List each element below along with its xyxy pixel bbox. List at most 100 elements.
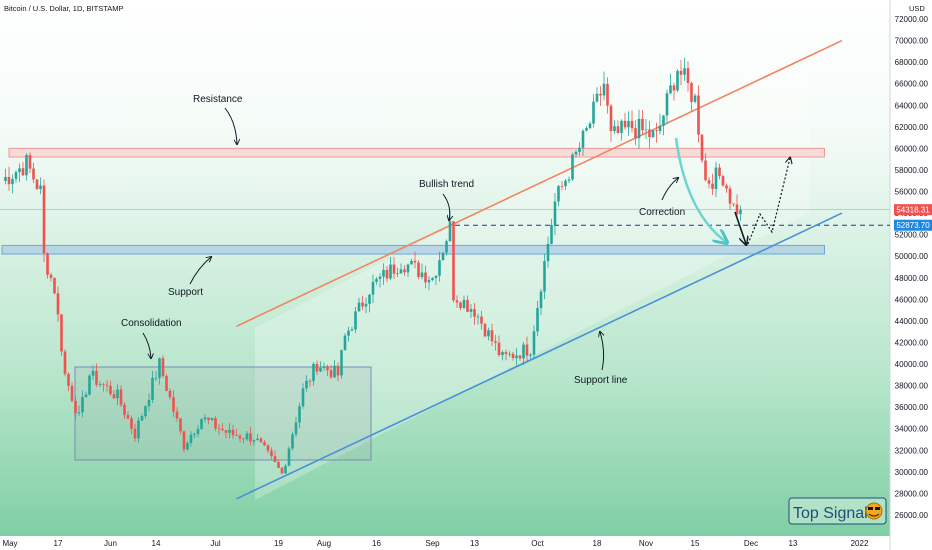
candle-body	[333, 365, 336, 378]
y-tick-label: 26000.00	[895, 511, 929, 520]
candle-body	[273, 456, 277, 462]
candle-body	[420, 272, 424, 278]
candle-body	[571, 154, 574, 180]
candle-body	[147, 399, 151, 407]
consolidation-box	[74, 366, 372, 461]
candle-body	[228, 429, 231, 433]
candle-body	[25, 155, 28, 176]
candle-body	[172, 397, 175, 412]
candle-body	[207, 417, 210, 421]
candle-body	[690, 82, 693, 102]
candle-body	[126, 415, 130, 419]
candle-body	[522, 344, 525, 359]
x-tick-label: Aug	[317, 539, 331, 548]
candle-body	[679, 70, 683, 75]
candle-body	[224, 430, 228, 433]
candle-body	[697, 95, 700, 135]
candle-body	[683, 68, 686, 75]
time-axis-background	[0, 536, 890, 550]
candle-body	[508, 353, 511, 355]
candle-body	[133, 428, 137, 439]
y-tick-label: 58000.00	[895, 166, 929, 175]
candle-body	[466, 299, 469, 312]
candle-body	[210, 418, 214, 421]
y-tick-label: 48000.00	[895, 274, 929, 283]
candle-body	[490, 330, 494, 342]
svg-text:Top Signals: Top Signals	[793, 505, 876, 522]
candle-body	[497, 342, 501, 356]
candle-body	[98, 384, 102, 385]
candle-body	[609, 105, 613, 131]
candle-body	[406, 264, 410, 273]
candle-body	[161, 358, 165, 377]
candle-body	[67, 373, 70, 386]
candle-body	[385, 269, 389, 279]
candle-body	[620, 120, 623, 133]
candle-body	[574, 151, 578, 155]
y-tick-label: 68000.00	[895, 58, 929, 67]
last-price-tag: 54318.31	[894, 204, 932, 216]
x-tick-label: 14	[152, 539, 161, 548]
candle-body	[539, 291, 543, 309]
candle-body	[49, 274, 53, 278]
candle-body	[424, 272, 427, 283]
y-tick-label: 72000.00	[895, 15, 929, 24]
candle-body	[651, 130, 655, 138]
consolidation-arrow	[142, 332, 151, 358]
candle-body	[455, 300, 459, 303]
candle-body	[501, 352, 504, 356]
candle-body	[312, 363, 315, 381]
x-tick-label: 2022	[851, 539, 869, 548]
candle-body	[4, 176, 7, 181]
candle-body	[518, 355, 522, 359]
candle-body	[165, 376, 168, 391]
candle-body	[567, 179, 571, 181]
candle-body	[532, 331, 536, 355]
candle-body	[389, 264, 392, 279]
candle-body	[252, 440, 256, 442]
candle-body	[448, 221, 452, 242]
candle-body	[235, 435, 238, 436]
x-tick-label: Nov	[639, 539, 653, 548]
candle-body	[438, 260, 441, 276]
candle-body	[543, 261, 546, 292]
candle-body	[602, 83, 606, 96]
candle-body	[480, 316, 483, 324]
candle-body	[189, 434, 193, 443]
candle-body	[445, 241, 448, 253]
candle-body	[637, 118, 641, 139]
support-zone	[1, 244, 825, 255]
svg-text:54318.31: 54318.31	[896, 206, 930, 215]
candle-body	[368, 294, 371, 304]
candle-body	[350, 329, 354, 331]
resistance-arrow	[224, 107, 237, 144]
time-axis: May 17 Jun 14 Jul 19 Aug 16 Sep 13 Oct 18 Nov 15 Dec 13…	[2, 539, 869, 548]
candle-body	[441, 252, 445, 261]
candle-body	[658, 125, 662, 132]
candle-body	[417, 262, 420, 278]
candle-body	[427, 279, 431, 283]
candle-body	[599, 93, 602, 96]
candle-body	[308, 380, 312, 382]
candle-body	[28, 155, 32, 169]
candle-body	[613, 126, 616, 131]
bullish-trend-arrow	[442, 193, 450, 220]
label-support: Support	[168, 287, 203, 298]
candle-body	[35, 179, 39, 190]
candle-body	[301, 388, 305, 407]
candle-body	[196, 429, 200, 434]
price-axis: 72000.00 70000.00 68000.00 66000.00 64000.00…	[895, 15, 929, 520]
x-tick-label: 13	[470, 539, 479, 548]
candle-body	[623, 120, 627, 128]
y-tick-label: 60000.00	[895, 144, 929, 153]
candle-body	[231, 429, 235, 436]
candle-body	[700, 134, 704, 161]
candle-body	[364, 303, 368, 307]
candle-body	[581, 130, 585, 148]
candle-body	[585, 128, 588, 131]
candle-body	[109, 385, 112, 395]
candle-body	[714, 167, 718, 189]
candle-body	[168, 390, 172, 398]
candle-body	[641, 118, 644, 131]
